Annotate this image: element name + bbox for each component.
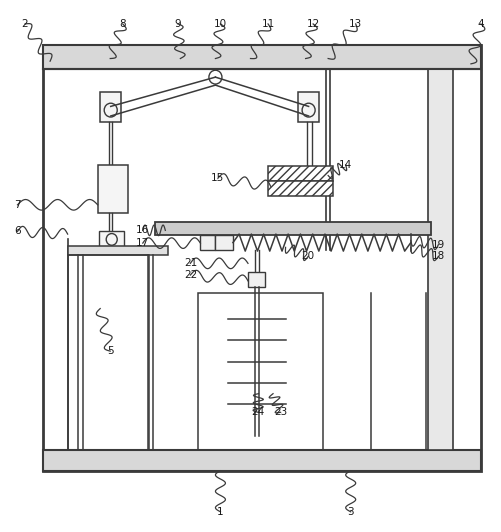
Bar	[43, 45, 481, 69]
Bar	[43, 45, 481, 471]
Text: 17: 17	[136, 238, 149, 248]
Text: 16: 16	[136, 226, 149, 235]
Text: 14: 14	[339, 160, 352, 170]
Text: 6: 6	[14, 227, 21, 236]
Text: 21: 21	[184, 259, 197, 268]
Text: 22: 22	[184, 270, 197, 280]
Text: 9: 9	[174, 19, 181, 29]
Text: 8: 8	[119, 19, 126, 29]
Text: 7: 7	[14, 200, 21, 210]
Text: 11: 11	[262, 19, 275, 29]
Text: 10: 10	[214, 19, 227, 29]
Text: 1: 1	[217, 507, 224, 517]
Text: 18: 18	[432, 252, 445, 261]
Text: 20: 20	[302, 252, 315, 261]
Bar	[248, 272, 265, 287]
Text: 15: 15	[211, 173, 224, 183]
Bar	[68, 255, 149, 450]
Bar	[215, 235, 233, 250]
Text: 23: 23	[274, 408, 287, 417]
Text: 4: 4	[477, 19, 484, 29]
Bar	[98, 165, 128, 213]
Bar	[268, 181, 333, 196]
Bar	[155, 222, 431, 235]
Text: 19: 19	[432, 240, 445, 250]
Bar	[428, 69, 453, 450]
Text: 24: 24	[252, 408, 265, 417]
Bar	[100, 92, 121, 122]
Bar	[43, 450, 481, 471]
Text: 3: 3	[347, 507, 354, 517]
Bar	[298, 92, 319, 122]
Bar	[68, 246, 168, 255]
Text: 13: 13	[349, 19, 362, 29]
Bar	[268, 166, 333, 181]
Text: 2: 2	[22, 19, 29, 29]
Text: 12: 12	[307, 19, 320, 29]
Bar	[99, 231, 124, 247]
Bar	[200, 235, 215, 250]
Bar	[198, 293, 323, 450]
Text: 5: 5	[107, 346, 114, 356]
